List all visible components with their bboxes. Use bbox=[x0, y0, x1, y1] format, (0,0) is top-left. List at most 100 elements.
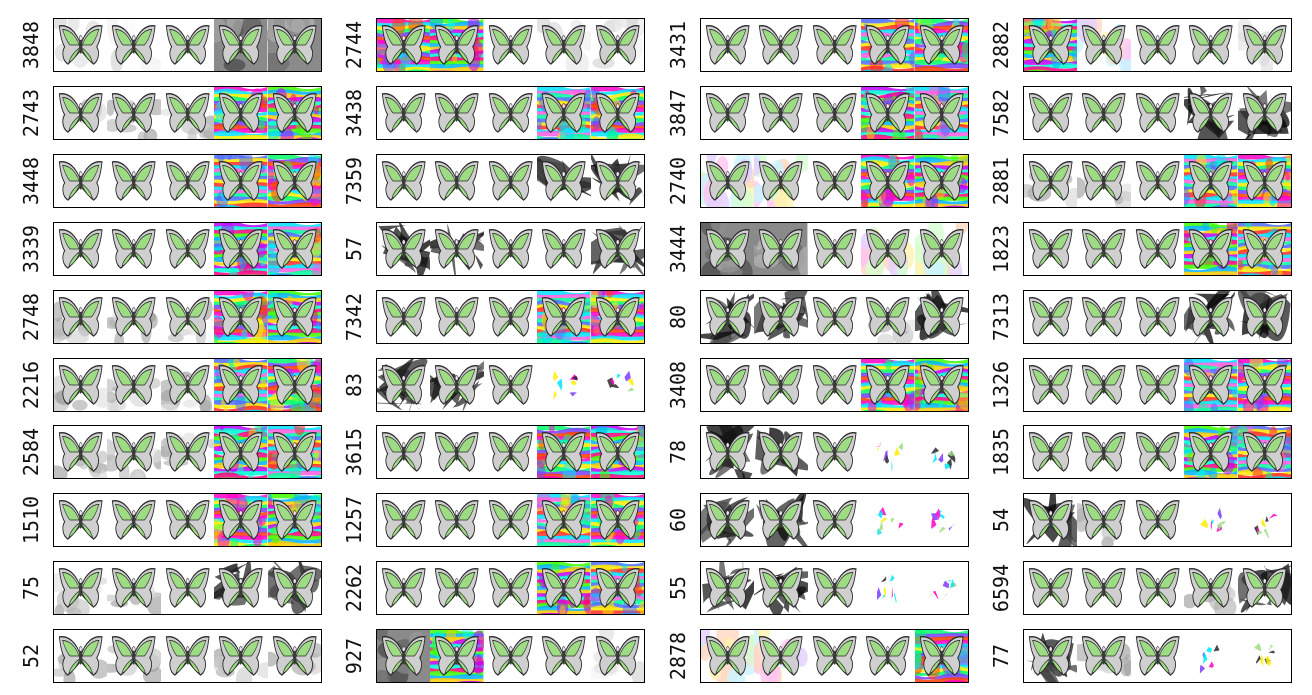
butterfly-strip bbox=[1023, 357, 1292, 412]
butterfly-frame bbox=[484, 426, 537, 478]
butterfly-frame bbox=[377, 426, 430, 478]
butterfly-frame bbox=[861, 154, 915, 207]
butterfly-frame bbox=[1237, 222, 1291, 275]
butterfly-frame bbox=[107, 87, 161, 139]
butterfly-frame bbox=[54, 19, 107, 71]
butterfly-frame bbox=[808, 359, 861, 411]
butterfly-frame bbox=[1024, 87, 1077, 139]
butterfly-frame bbox=[377, 155, 430, 207]
butterfly-frame bbox=[590, 223, 644, 275]
butterfly-strip bbox=[376, 561, 645, 616]
butterfly-frame bbox=[914, 86, 968, 139]
butterfly-frame bbox=[214, 426, 268, 479]
butterfly-strip bbox=[700, 561, 969, 616]
butterfly-frame bbox=[1131, 426, 1184, 478]
butterfly-frame bbox=[214, 222, 268, 275]
butterfly-frame bbox=[107, 19, 161, 71]
butterfly-strip bbox=[376, 357, 645, 412]
butterfly-frame bbox=[808, 291, 861, 343]
butterfly-frame bbox=[701, 222, 755, 275]
butterfly-frame bbox=[54, 155, 107, 207]
butterfly-frame bbox=[430, 426, 483, 478]
panel-label: 7582 bbox=[989, 88, 1013, 137]
butterfly-frame bbox=[214, 290, 268, 343]
butterfly-frame bbox=[1184, 19, 1237, 71]
panel-label: 2748 bbox=[19, 292, 43, 341]
panel-label: 1835 bbox=[989, 428, 1013, 477]
butterfly-frame bbox=[1024, 223, 1077, 275]
butterfly-strip bbox=[53, 18, 322, 72]
butterfly-strip bbox=[53, 357, 322, 412]
butterfly-strip bbox=[1023, 561, 1292, 616]
butterfly-frame bbox=[590, 426, 644, 479]
butterfly-frame bbox=[861, 562, 914, 614]
butterfly-frame bbox=[484, 223, 537, 275]
butterfly-frame bbox=[537, 426, 591, 479]
butterfly-frame bbox=[1184, 630, 1237, 682]
panel-label: 78 bbox=[666, 440, 690, 465]
butterfly-frame bbox=[590, 290, 644, 343]
butterfly-frame bbox=[107, 223, 160, 275]
panel-label: 75 bbox=[19, 576, 43, 601]
butterfly-frame bbox=[377, 494, 430, 546]
butterfly-frame bbox=[107, 630, 161, 683]
butterfly-frame bbox=[1077, 630, 1131, 682]
butterfly-frame bbox=[1024, 359, 1077, 411]
butterfly-frame bbox=[1237, 358, 1291, 411]
butterfly-frame bbox=[861, 630, 914, 682]
butterfly-frame bbox=[701, 154, 755, 207]
butterfly-strip bbox=[700, 289, 969, 344]
butterfly-frame bbox=[915, 562, 968, 614]
butterfly-strip bbox=[1023, 85, 1292, 140]
butterfly-frame bbox=[808, 155, 861, 207]
butterfly-frame bbox=[537, 223, 590, 275]
butterfly-strip bbox=[53, 289, 322, 344]
panel-label: 3847 bbox=[666, 88, 690, 137]
butterfly-frame bbox=[1024, 562, 1077, 614]
butterfly-frame bbox=[161, 494, 214, 546]
butterfly-strip bbox=[700, 493, 969, 548]
butterfly-frame bbox=[1131, 562, 1184, 614]
butterfly-frame bbox=[914, 290, 968, 343]
butterfly-frame bbox=[861, 291, 915, 343]
butterfly-frame bbox=[267, 86, 321, 139]
butterfly-frame bbox=[54, 223, 107, 275]
butterfly-frame bbox=[161, 19, 214, 71]
butterfly-frame bbox=[107, 426, 161, 479]
panel-label: 2216 bbox=[19, 360, 43, 409]
butterfly-strip bbox=[376, 85, 645, 140]
butterfly-frame bbox=[537, 562, 591, 615]
butterfly-strip bbox=[376, 221, 645, 276]
butterfly-frame bbox=[1237, 154, 1291, 207]
butterfly-frame bbox=[377, 222, 431, 275]
butterfly-frame bbox=[537, 290, 591, 343]
butterfly-frame bbox=[214, 630, 268, 683]
butterfly-frame bbox=[161, 223, 214, 275]
butterfly-frame bbox=[430, 494, 483, 546]
panel-label: 60 bbox=[666, 508, 690, 533]
butterfly-frame bbox=[1238, 630, 1291, 682]
butterfly-frame bbox=[161, 155, 214, 207]
butterfly-frame bbox=[537, 359, 590, 411]
butterfly-frame bbox=[808, 87, 861, 139]
butterfly-strip bbox=[700, 629, 969, 684]
panel-label: 2878 bbox=[666, 632, 690, 681]
butterfly-frame bbox=[377, 630, 431, 683]
panel-label: 3431 bbox=[666, 20, 690, 70]
butterfly-frame bbox=[267, 562, 321, 615]
butterfly-frame bbox=[808, 223, 861, 275]
butterfly-frame bbox=[1184, 222, 1238, 275]
butterfly-frame bbox=[1024, 630, 1078, 683]
butterfly-frame bbox=[754, 359, 807, 411]
butterfly-frame bbox=[808, 630, 861, 682]
butterfly-frame bbox=[914, 630, 968, 683]
butterfly-frame bbox=[701, 494, 755, 547]
butterfly-frame bbox=[915, 494, 968, 546]
panel-label: 2262 bbox=[342, 564, 366, 613]
panel-label: 55 bbox=[666, 576, 690, 601]
butterfly-frame bbox=[214, 358, 268, 411]
butterfly-frame bbox=[701, 630, 755, 683]
butterfly-frame bbox=[701, 426, 755, 479]
butterfly-strip bbox=[53, 493, 322, 548]
butterfly-frame bbox=[701, 87, 754, 139]
